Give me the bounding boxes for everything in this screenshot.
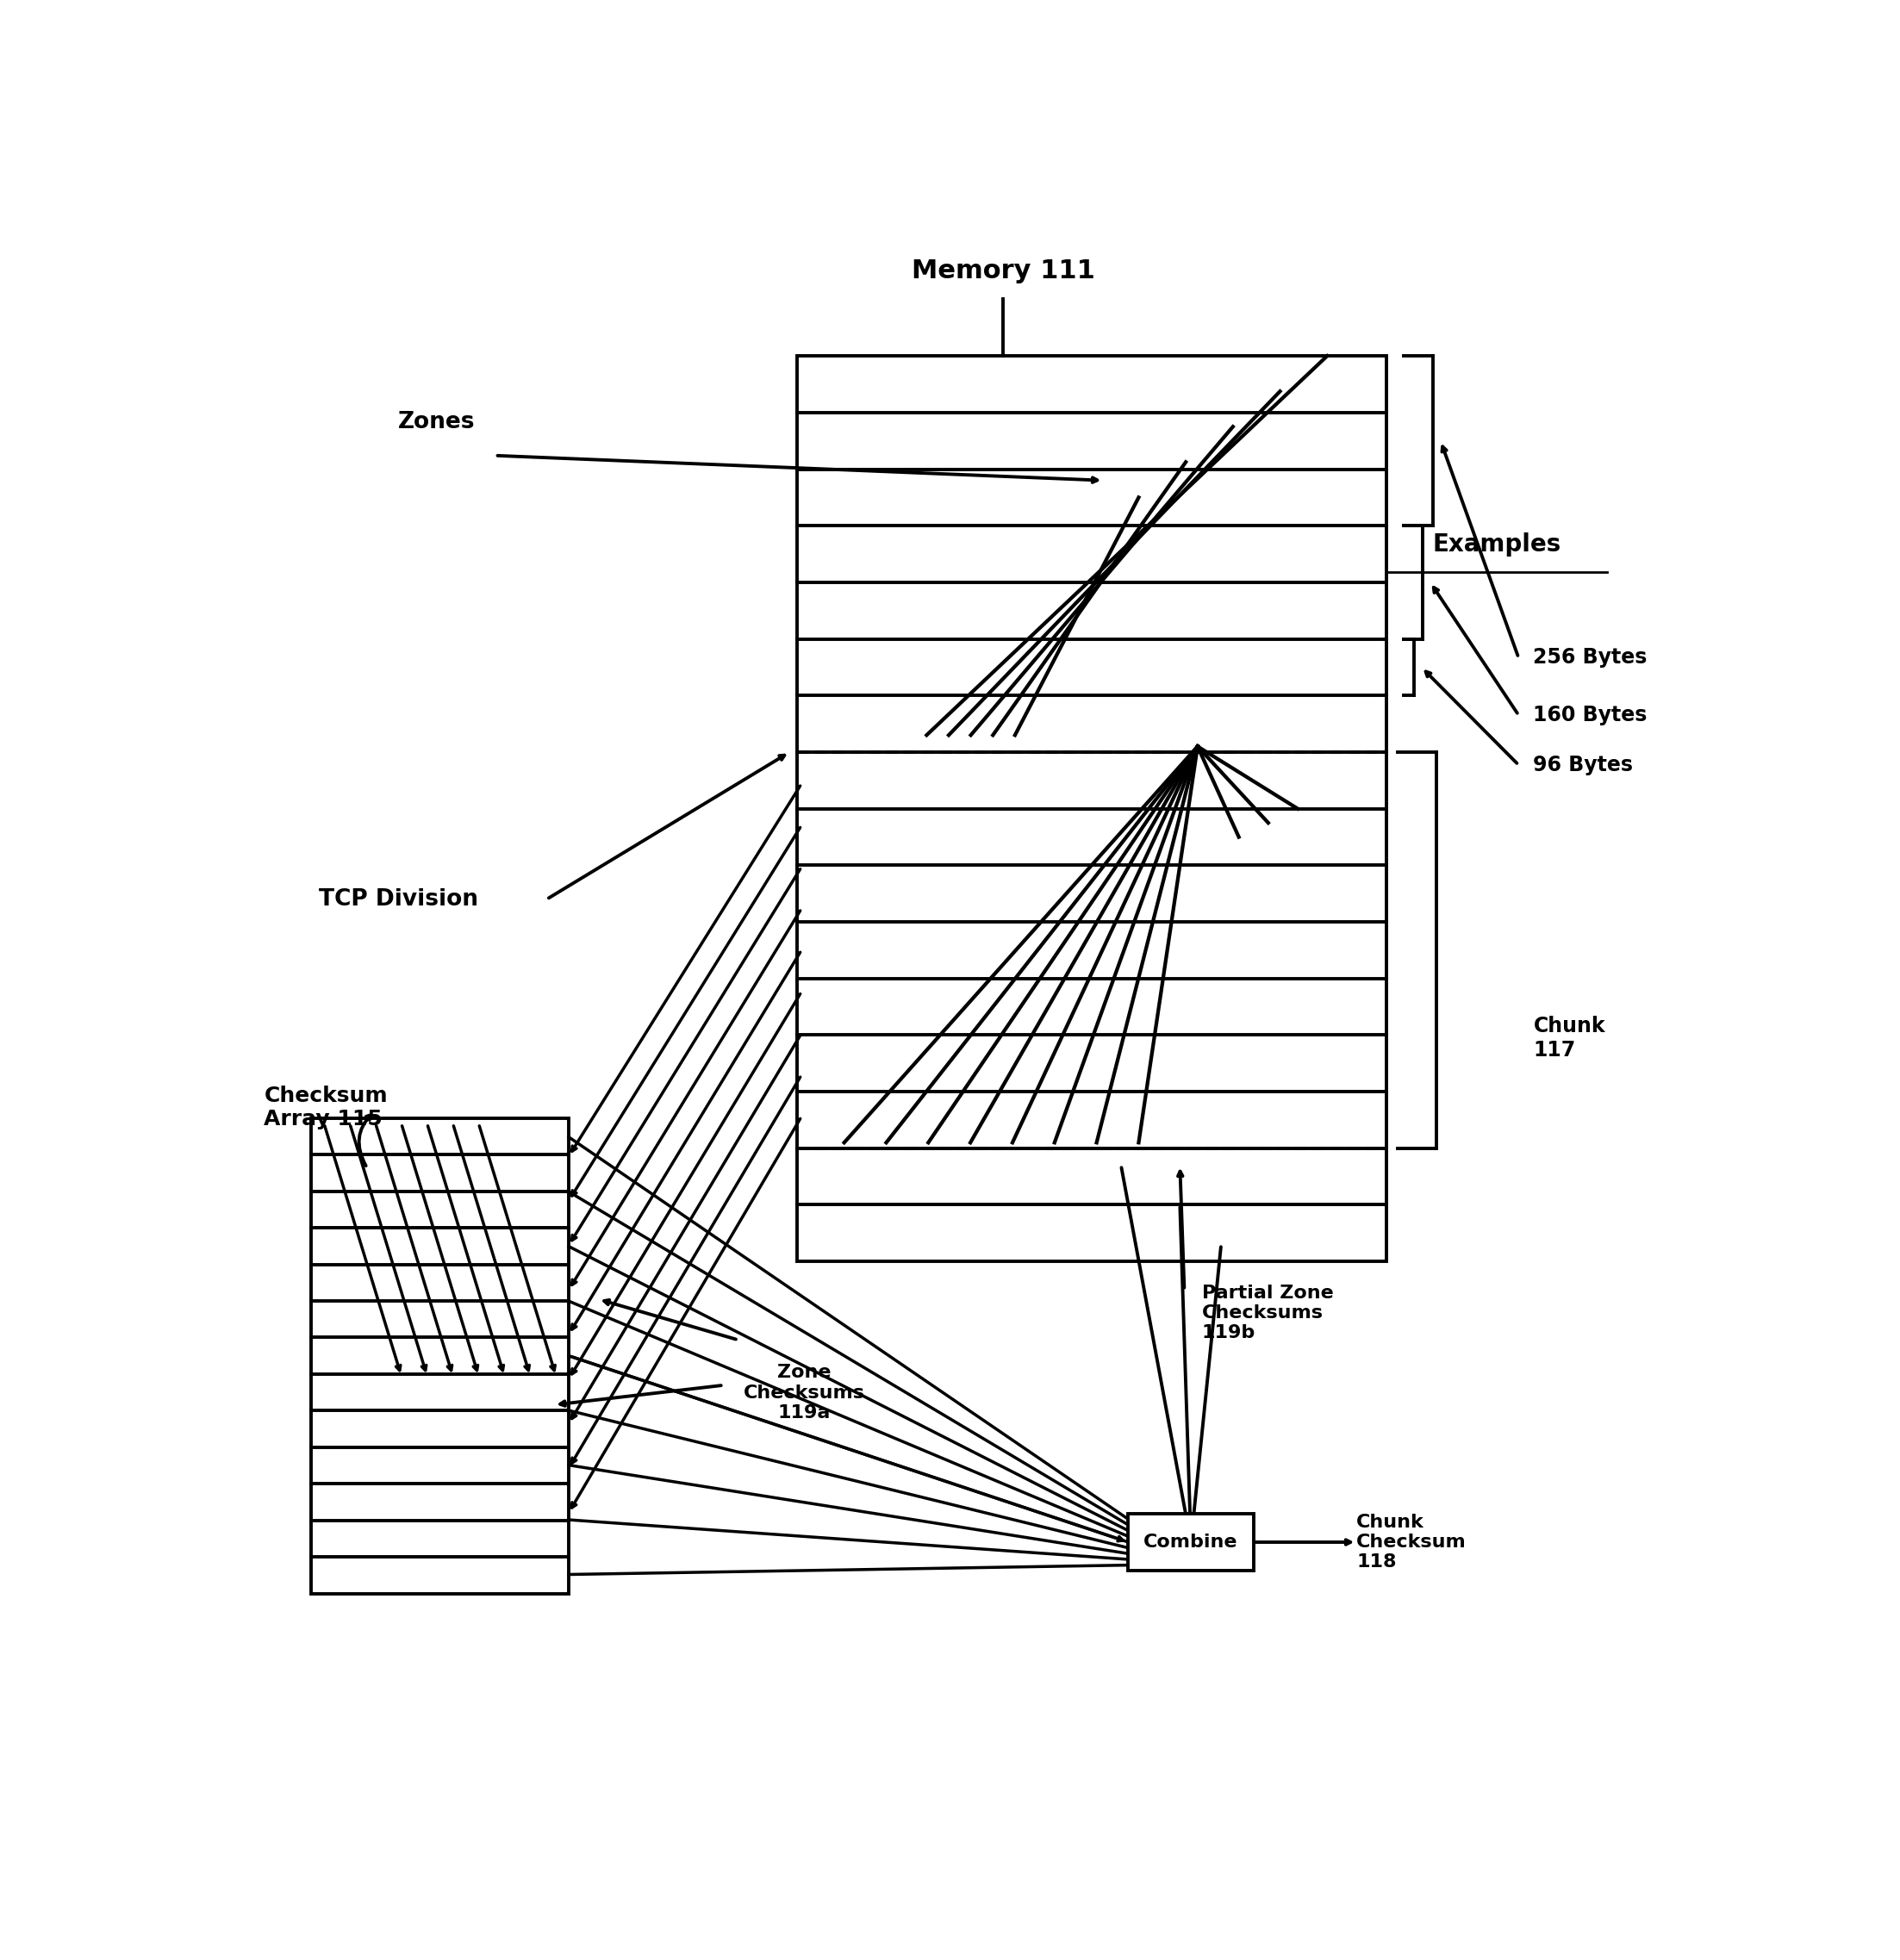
Text: Memory 111: Memory 111 (912, 259, 1094, 284)
Text: Zone
Checksums
119a: Zone Checksums 119a (743, 1364, 865, 1421)
Text: Combine: Combine (1144, 1533, 1239, 1550)
Text: 256 Bytes: 256 Bytes (1533, 647, 1647, 668)
Text: Checksum
Array 115: Checksum Array 115 (264, 1086, 388, 1129)
Text: Examples: Examples (1433, 533, 1560, 557)
Text: Partial Zone
Checksums
119b: Partial Zone Checksums 119b (1203, 1284, 1334, 1341)
Bar (798, 357, 1387, 1262)
Bar (1129, 1513, 1254, 1570)
Text: Chunk
Checksum
118: Chunk Checksum 118 (1357, 1513, 1467, 1570)
Text: 96 Bytes: 96 Bytes (1533, 755, 1634, 776)
Text: Chunk
117: Chunk 117 (1533, 1015, 1606, 1060)
Text: TCP Division: TCP Division (319, 888, 479, 911)
Text: 160 Bytes: 160 Bytes (1533, 706, 1647, 725)
Text: Zones: Zones (397, 412, 475, 433)
Bar (312, 1117, 568, 1593)
